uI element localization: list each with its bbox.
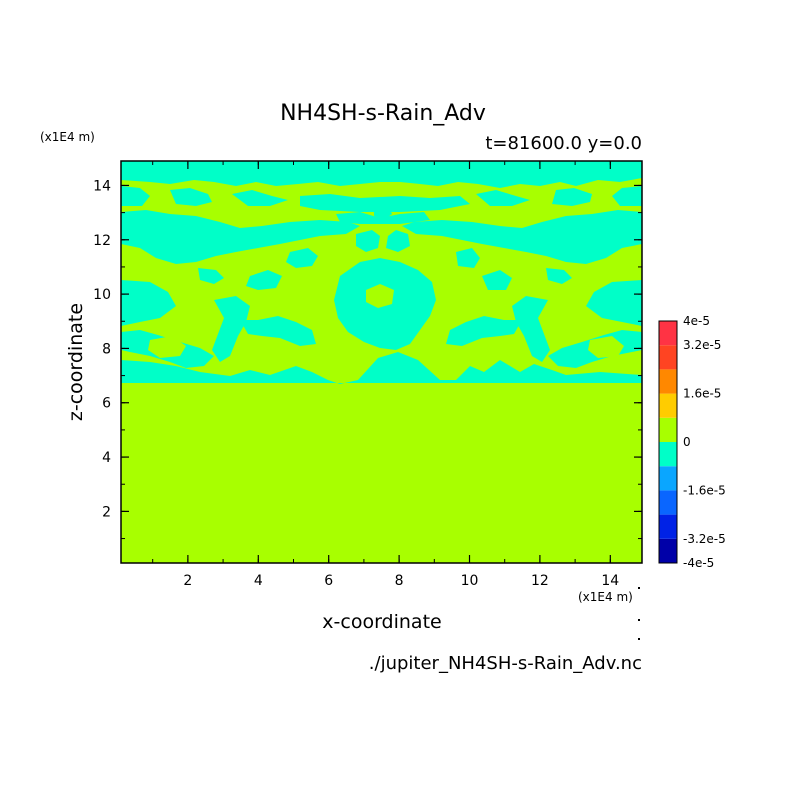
negative-patch [446, 316, 522, 346]
negative-patch [482, 270, 512, 290]
colorbar-tick-label: 3.2e-5 [683, 338, 721, 352]
negative-patch [286, 248, 318, 268]
colorbar-swatch [659, 538, 677, 563]
x-tick-label: 6 [324, 573, 333, 589]
positive-island [366, 284, 394, 308]
colorbar-swatch [659, 321, 677, 346]
negative-value-patches [121, 161, 642, 384]
negative-patch [552, 188, 592, 206]
y-tick-label: 2 [102, 504, 111, 520]
x-tick-label: 2 [183, 573, 192, 589]
y-tick-label: 4 [102, 450, 111, 466]
y-tick-label: 6 [102, 396, 111, 412]
colorbar-swatch [659, 369, 677, 394]
colorbar-tick-label: -1.6e-5 [683, 483, 726, 497]
plot-frame [120, 160, 643, 564]
y-tick-label: 12 [93, 233, 111, 249]
x-axis-units: (x1E4 m) [578, 590, 633, 604]
negative-patch [246, 270, 282, 290]
negative-patch [121, 186, 150, 206]
x-tick-label: 12 [531, 573, 549, 589]
y-axis-units: (x1E4 m) [40, 130, 95, 144]
positive-island [148, 336, 186, 358]
negative-patch [612, 186, 642, 206]
colorbar-swatch [659, 442, 677, 467]
chart-subtitle: t=81600.0 y=0.0 [485, 133, 642, 154]
negative-patch [121, 161, 642, 188]
negative-patch [232, 190, 288, 206]
negative-patch [121, 210, 360, 264]
colorbar-swatch [659, 490, 677, 515]
negative-patch [546, 268, 572, 284]
chart-title: NH4SH-s-Rain_Adv [280, 101, 486, 126]
colorbar-swatch [659, 466, 677, 491]
negative-patch [386, 230, 410, 252]
y-tick-label: 14 [93, 178, 111, 194]
colorbar-tick-label: -3.2e-5 [683, 532, 726, 546]
colorbar-frame [658, 320, 678, 564]
x-tick-label: 14 [601, 573, 619, 589]
negative-patch [121, 226, 140, 242]
plot-area [120, 160, 643, 564]
negative-patch [456, 248, 480, 268]
negative-patch [121, 292, 150, 314]
negative-patch [212, 296, 250, 362]
dot-mark [638, 638, 640, 640]
y-tick-label: 10 [93, 287, 111, 303]
dot-mark [638, 619, 640, 621]
negative-patch [512, 296, 550, 362]
colorbar-swatch [659, 393, 677, 418]
y-tick-label: 8 [102, 341, 111, 357]
colorbar: 4e-5 3.2e-5 1.6e-5 0 -1.6e-5 -3.2e-5 -4e-5 [658, 314, 726, 570]
negative-patch [198, 268, 224, 284]
negative-patch [336, 212, 430, 224]
negative-patch [170, 188, 212, 206]
source-filename: ./jupiter_NH4SH-s-Rain_Adv.nc [369, 653, 642, 674]
colorbar-tick-label: 0 [683, 435, 691, 449]
negative-patch [300, 194, 470, 212]
negative-patch [356, 230, 380, 252]
dot-mark [638, 587, 640, 589]
negative-patch [240, 316, 316, 346]
y-axis-label: z-coordinate [65, 303, 87, 421]
colorbar-tick-label: 4e-5 [683, 314, 710, 328]
colorbar-swatch [659, 345, 677, 370]
x-axis-ticks: 2 4 6 8 10 12 14 [152, 161, 619, 589]
page-marks [638, 587, 640, 640]
colorbar-swatch [659, 514, 677, 539]
colorbar-tick-label: -4e-5 [683, 556, 714, 570]
x-tick-label: 4 [254, 573, 263, 589]
colorbar-swatch [659, 417, 677, 442]
negative-patch [612, 292, 642, 314]
colorbar-tick-label: 1.6e-5 [683, 387, 721, 401]
negative-patch [121, 352, 642, 384]
negative-patch [402, 210, 642, 264]
x-axis-label: x-coordinate [322, 611, 441, 633]
x-tick-label: 10 [461, 573, 479, 589]
negative-patch [476, 190, 530, 206]
positive-island [588, 336, 624, 358]
x-tick-label: 8 [395, 573, 404, 589]
y-axis-ticks: 2 4 6 8 10 12 14 [93, 178, 642, 540]
